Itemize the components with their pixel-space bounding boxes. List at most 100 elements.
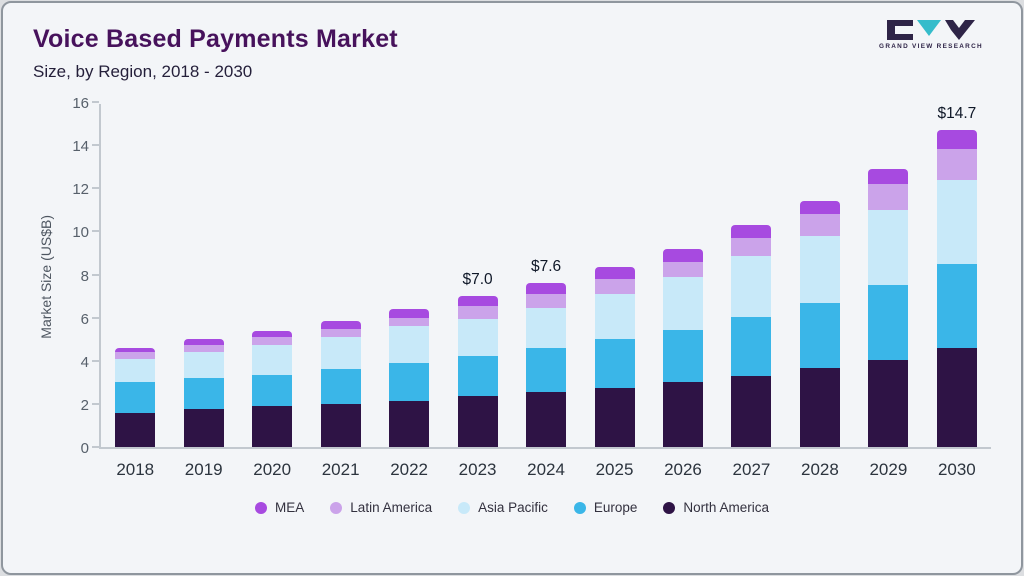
segment-mea [868, 168, 909, 184]
y-tick-label: 0 [80, 440, 89, 457]
x-tick-label: 2022 [390, 460, 429, 479]
segment-asia-pacific [662, 276, 703, 330]
bar-value-label: $14.7 [937, 105, 977, 123]
x-tick-label: 2021 [321, 460, 360, 479]
y-tick-label: 4 [80, 353, 89, 371]
segment-north-america [731, 375, 772, 447]
legend-item-north-america: North America [663, 500, 769, 515]
legend-swatch-mea [255, 501, 268, 514]
segment-asia-pacific [115, 358, 156, 383]
segment-mea [389, 309, 430, 318]
segment-europe [936, 263, 977, 348]
x-axis: 2018 2019 2020 2021 2022 2023 2024 2025 2026 2027… [33, 449, 991, 480]
x-tick-label: 2024 [527, 460, 565, 479]
bar-stack-2020 [252, 330, 293, 447]
bar-2028 [786, 104, 854, 447]
x-axis-spacer [33, 460, 101, 480]
bar-2030: $14.7 [923, 104, 991, 447]
segment-north-america [594, 387, 635, 447]
bar-value-label: $7.0 [462, 271, 493, 289]
y-tick-label: 2 [80, 396, 89, 414]
bar-stack-2028 [799, 201, 840, 447]
grand-view-research-logo: GRAND VIEW RESEARCH [879, 19, 983, 54]
segment-north-america [252, 406, 293, 447]
bars-row: $7.0 $7.6 $14.7 [101, 104, 991, 447]
bar-2026 [649, 104, 717, 447]
segment-latin-america [868, 183, 909, 210]
y-tick-mark [92, 101, 99, 103]
legend-item-mea: MEA [255, 500, 304, 515]
segment-mea [799, 201, 840, 215]
segment-north-america [662, 382, 703, 447]
legend-label: Asia Pacific [478, 500, 548, 515]
bar-stack-2019 [183, 339, 224, 447]
x-tick-label: 2018 [116, 460, 155, 479]
bar-stack-2029 [868, 168, 909, 447]
y-tick-label: 8 [80, 267, 89, 285]
legend-label: North America [683, 500, 769, 515]
segment-asia-pacific [457, 318, 498, 357]
x-tick-label: 2023 [458, 460, 497, 479]
bar-2019 [169, 104, 237, 447]
bar-stack-2027 [731, 224, 772, 447]
bar-2029 [854, 104, 922, 447]
bar-stack-2025 [594, 266, 635, 447]
segment-latin-america [183, 344, 224, 353]
segment-europe [389, 362, 430, 401]
segment-europe [594, 339, 635, 388]
x-tick-label: 2029 [869, 460, 908, 479]
segment-north-america [457, 396, 498, 447]
segment-latin-america [389, 317, 430, 327]
segment-asia-pacific [252, 344, 293, 375]
bar-2025 [580, 104, 648, 447]
segment-north-america [868, 359, 909, 447]
segment-asia-pacific [868, 209, 909, 286]
segment-europe [115, 382, 156, 413]
segment-asia-pacific [936, 179, 977, 264]
y-tick-mark [92, 316, 99, 319]
segment-asia-pacific [526, 307, 567, 348]
segment-latin-america [799, 214, 840, 236]
bar-stack-2030 [936, 130, 977, 447]
segment-latin-america [320, 328, 361, 338]
segment-latin-america [936, 149, 977, 180]
bar-2022 [375, 104, 443, 447]
segment-north-america [389, 400, 430, 447]
legend-swatch-asia-pacific [458, 501, 471, 514]
x-tick-label: 2019 [184, 460, 223, 479]
segment-asia-pacific [389, 326, 430, 363]
segment-north-america [526, 392, 567, 447]
legend-item-europe: Europe [573, 500, 637, 515]
segment-latin-america [457, 305, 498, 319]
segment-europe [868, 285, 909, 360]
y-axis-title-column: Market Size (US$B) [33, 104, 59, 449]
segment-europe [731, 316, 772, 376]
segment-asia-pacific [594, 293, 635, 340]
bar-value-label: $7.6 [530, 258, 562, 276]
segment-asia-pacific [731, 256, 772, 317]
plot-area: $7.0 $7.6 $14.7 [92, 101, 991, 449]
segment-europe [526, 347, 567, 392]
x-axis-labels: 2018 2019 2020 2021 2022 2023 2024 2025 2026 2027… [101, 460, 991, 480]
legend-item-asia-pacific: Asia Pacific [458, 500, 548, 515]
segment-europe [183, 378, 224, 410]
bar-2024: $7.6 [512, 104, 580, 447]
segment-mea [320, 321, 361, 329]
y-axis: 0 2 4 6 8 10 12 14 16 [59, 95, 99, 457]
bar-stack-2024 [526, 283, 567, 447]
bar-2027 [717, 104, 785, 447]
segment-latin-america [115, 352, 156, 359]
stacked-bar-chart: Market Size (US$B) 0 2 4 6 8 10 12 14 16 $7.0 $7.… [3, 95, 1021, 515]
y-tick-label: 10 [72, 224, 89, 242]
y-tick-mark [92, 273, 99, 276]
chart-main: Market Size (US$B) 0 2 4 6 8 10 12 14 16 $7.0 $7.… [33, 95, 991, 457]
x-tick-label: 2028 [801, 460, 839, 479]
bar-2023: $7.0 [443, 104, 511, 447]
y-tick-mark [92, 446, 99, 448]
y-tick-mark [92, 230, 99, 233]
legend-swatch-europe [573, 501, 586, 514]
segment-north-america [799, 368, 840, 447]
segment-mea [115, 347, 156, 353]
segment-europe [457, 356, 498, 397]
